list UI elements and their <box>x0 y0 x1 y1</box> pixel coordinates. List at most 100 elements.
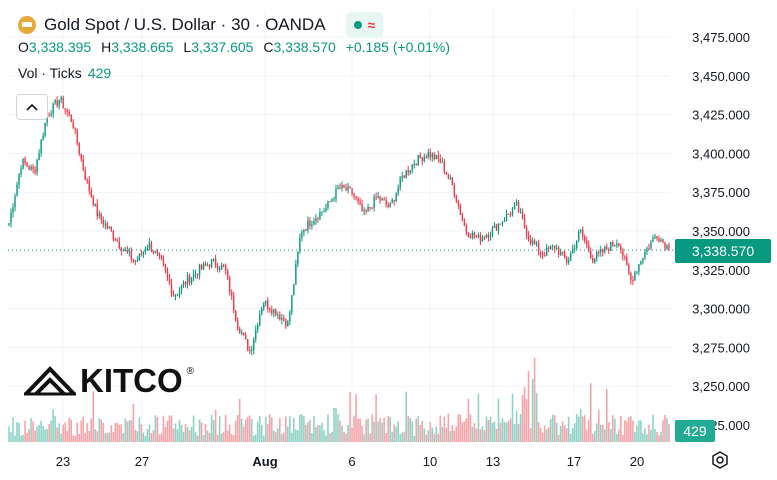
candle-body <box>160 254 163 259</box>
candle-body <box>600 249 602 253</box>
volume-bar <box>591 433 594 442</box>
candle-body <box>409 169 411 173</box>
volume-bar <box>214 409 217 442</box>
candle-body <box>112 230 115 239</box>
volume-bar <box>429 422 432 442</box>
volume-bar <box>509 418 512 442</box>
volume-bar <box>517 424 520 442</box>
volume-bar <box>634 431 636 442</box>
candle-body <box>232 295 235 311</box>
volume-bar <box>124 418 127 442</box>
candle-body <box>586 240 588 245</box>
volume-bar <box>630 416 632 442</box>
candle-body <box>479 234 482 242</box>
candle-body <box>646 248 648 252</box>
candle-body <box>54 100 56 104</box>
volume-bar <box>363 434 365 442</box>
volume-bar <box>275 432 277 442</box>
candle-body <box>28 166 30 170</box>
low-value: 3,337.605 <box>191 39 254 55</box>
volume-bar <box>367 418 369 442</box>
volume-bar <box>90 418 93 442</box>
candle-body <box>565 257 568 263</box>
volume-bar <box>421 420 424 442</box>
volume-bar <box>445 427 448 442</box>
volume-bar <box>371 414 373 442</box>
candle-body <box>255 329 257 340</box>
candle-body <box>443 161 446 173</box>
candle-body <box>42 135 44 141</box>
candle-body <box>481 237 484 242</box>
candle-body <box>128 251 131 253</box>
volume-bar <box>383 417 385 442</box>
volume-bar <box>569 434 572 442</box>
volume-bar <box>433 433 436 442</box>
volume-bar <box>359 418 361 442</box>
volume-bar <box>612 415 614 442</box>
candle-body <box>632 280 634 282</box>
candle-body <box>40 140 42 154</box>
volume-bar <box>102 422 105 442</box>
volume-bar <box>222 431 225 442</box>
volume-bar <box>309 419 311 442</box>
symbol-legend[interactable]: Gold Spot / U.S. Dollar · 30 · OANDA ≈ <box>18 12 384 38</box>
y-tick-label: 3,250.000 <box>692 379 750 394</box>
volume-bar <box>226 430 229 442</box>
candle-body <box>517 202 520 213</box>
candle-body <box>291 295 293 313</box>
candle-body <box>309 220 311 227</box>
candle-body <box>449 177 452 179</box>
volume-bar <box>220 433 223 442</box>
candle-body <box>353 193 355 197</box>
volume-badge-label: 429 <box>683 423 707 439</box>
candle-body <box>652 237 654 242</box>
volume-bar <box>521 395 524 442</box>
volume-bar <box>311 433 313 442</box>
volume-bar <box>66 430 68 442</box>
candle-body <box>166 270 169 278</box>
symbol-title[interactable]: Gold Spot / U.S. Dollar · 30 · OANDA <box>44 15 326 34</box>
candle-body <box>415 164 417 166</box>
gear-icon[interactable] <box>711 451 729 469</box>
volume-readout[interactable]: Vol · Ticks 429 <box>18 65 111 81</box>
candle-body <box>451 177 454 186</box>
candle-body <box>471 232 474 238</box>
volume-bar <box>58 423 60 442</box>
collapse-legend-button[interactable] <box>16 94 48 120</box>
candle-body <box>116 240 119 242</box>
market-status-pill[interactable]: ≈ <box>345 12 384 38</box>
volume-bar <box>56 427 58 442</box>
candle-body <box>606 246 608 250</box>
volume-bar <box>50 420 52 442</box>
volume-bar <box>128 420 131 442</box>
candle-body <box>188 275 191 283</box>
candle-body <box>644 251 646 259</box>
candle-body <box>660 239 662 242</box>
volume-bar <box>196 435 199 442</box>
volume-bar <box>273 430 275 442</box>
ohlc-readout: O3,338.395 H3,338.665 L3,337.605 C3,338.… <box>18 39 456 55</box>
volume-bar <box>260 424 263 442</box>
volume-bar <box>664 414 666 442</box>
volume-bar <box>377 421 379 442</box>
volume-bar <box>413 435 416 442</box>
candle-body <box>483 237 486 239</box>
candle-body <box>283 318 285 321</box>
volume-bar <box>162 415 165 442</box>
volume-bar <box>96 431 99 442</box>
candle-body <box>106 223 109 228</box>
candle-body <box>341 184 343 188</box>
volume-bar <box>164 426 167 442</box>
candle-body <box>383 198 385 201</box>
volume-bar <box>234 420 237 442</box>
volume-bar <box>60 433 62 442</box>
volume-bar <box>178 419 181 442</box>
volume-bar <box>553 415 556 442</box>
volume-bar <box>351 427 353 442</box>
candle-body <box>610 242 612 252</box>
volume-bar <box>549 418 552 442</box>
volume-bar <box>479 429 482 442</box>
volume-bar <box>469 414 472 442</box>
volume-bar <box>583 415 586 442</box>
